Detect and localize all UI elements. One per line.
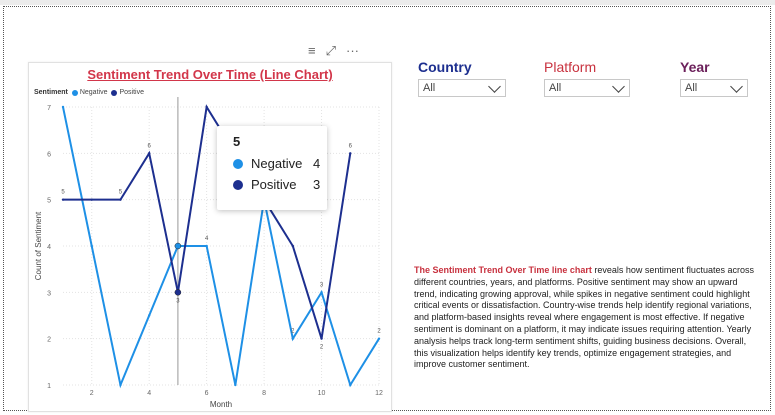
data-point-negative	[320, 291, 323, 294]
y-tick-label: 1	[47, 383, 51, 390]
x-tick-label: 12	[375, 390, 383, 397]
data-label: 2	[377, 329, 381, 335]
data-point-negative	[349, 383, 352, 387]
tooltip-row-negative: Negative 4	[233, 156, 320, 171]
chevron-down-icon	[730, 79, 743, 93]
data-label: 6	[148, 143, 152, 149]
year-dropdown[interactable]: All	[680, 79, 748, 97]
data-point-negative	[147, 314, 151, 317]
y-tick-label: 7	[47, 105, 51, 112]
data-label: 3	[320, 282, 324, 288]
tooltip-title: 5	[233, 134, 241, 149]
legend-title: Sentiment	[34, 89, 68, 96]
tooltip-value-positive: 3	[313, 177, 321, 192]
chart-description: The Sentiment Trend Over Time line chart…	[414, 265, 754, 371]
chevron-down-icon	[612, 79, 625, 93]
data-label: 6	[349, 143, 353, 149]
legend-label-positive: Positive	[119, 89, 144, 96]
x-tick-label: 2	[90, 390, 94, 397]
year-dropdown-value: All	[685, 82, 698, 94]
country-slicer: Country All	[418, 59, 506, 97]
y-tick-label: 5	[47, 198, 51, 205]
chart-legend: Sentiment Negative Positive	[34, 89, 144, 96]
y-tick-label: 4	[47, 244, 51, 251]
x-tick-label: 10	[318, 390, 326, 397]
platform-slicer-label: Platform	[544, 59, 597, 75]
description-body: reveals how sentiment fluctuates across …	[414, 265, 754, 370]
country-dropdown-value: All	[423, 82, 436, 94]
top-bar	[0, 0, 775, 5]
platform-slicer: Platform All	[544, 59, 630, 97]
data-label: 5	[61, 190, 65, 196]
data-point-negative	[377, 337, 381, 340]
data-point-positive	[205, 105, 208, 109]
chart-tooltip: 5 Negative 4 Positive 3	[217, 126, 327, 210]
tooltip-label-negative: Negative	[251, 156, 303, 171]
y-tick-label: 6	[47, 151, 51, 158]
y-axis-label: Count of Sentiment	[34, 211, 43, 280]
chart-title: Sentiment Trend Over Time (Line Chart)	[87, 67, 333, 82]
country-slicer-label: Country	[418, 59, 472, 75]
more-options-icon[interactable]: ···	[346, 43, 359, 58]
focus-mode-icon[interactable]: ⤢	[325, 43, 336, 58]
data-label: 2	[320, 345, 324, 351]
tooltip-label-positive: Positive	[251, 177, 297, 192]
legend-label-negative: Negative	[79, 89, 108, 96]
tooltip-dot-positive	[233, 179, 243, 190]
data-label: 3	[176, 298, 180, 304]
year-slicer: Year All	[680, 59, 748, 97]
y-tick-label: 3	[47, 290, 51, 297]
data-point-negative	[234, 383, 237, 387]
description-highlight: The Sentiment Trend Over Time line chart	[414, 265, 592, 275]
visual-header: ≡ ⤢ ···	[308, 42, 359, 60]
data-point-negative	[291, 337, 295, 340]
tooltip-value-negative: 4	[313, 156, 321, 171]
line-chart-visual[interactable]: Sentiment Trend Over Time (Line Chart) S…	[28, 62, 392, 412]
data-label: 5	[119, 190, 123, 196]
legend-dot-negative	[71, 89, 78, 96]
data-label: 2	[291, 329, 295, 335]
y-tick-label: 2	[47, 337, 51, 344]
data-point-positive	[291, 244, 295, 248]
legend-item-negative[interactable]: Negative	[71, 89, 108, 96]
data-point-positive	[90, 198, 93, 201]
data-point-positive	[61, 198, 65, 201]
platform-dropdown[interactable]: All	[544, 79, 630, 97]
x-axis-label: Month	[210, 400, 232, 409]
x-tick-label: 8	[262, 390, 266, 397]
hover-marker-positive	[174, 289, 182, 296]
filter-icon[interactable]: ≡	[308, 43, 316, 58]
data-point-positive	[147, 152, 151, 155]
data-point-positive	[349, 152, 352, 155]
x-tick-label: 6	[205, 390, 209, 397]
country-dropdown[interactable]: All	[418, 79, 506, 97]
data-label: 4	[205, 236, 209, 242]
data-point-negative	[119, 383, 122, 387]
hover-marker-negative	[174, 242, 182, 250]
data-point-positive	[320, 337, 323, 340]
data-point-negative	[61, 105, 65, 109]
tooltip-dot-negative	[233, 158, 243, 169]
chevron-down-icon	[488, 79, 501, 93]
year-slicer-label: Year	[680, 59, 710, 75]
legend-item-positive[interactable]: Positive	[111, 89, 144, 96]
data-point-negative	[205, 244, 208, 248]
platform-dropdown-value: All	[549, 82, 562, 94]
data-point-positive	[119, 198, 122, 201]
legend-dot-positive	[111, 89, 118, 96]
tooltip-row-positive: Positive 3	[233, 177, 320, 192]
x-tick-label: 4	[147, 390, 151, 397]
data-point-negative	[90, 244, 93, 248]
